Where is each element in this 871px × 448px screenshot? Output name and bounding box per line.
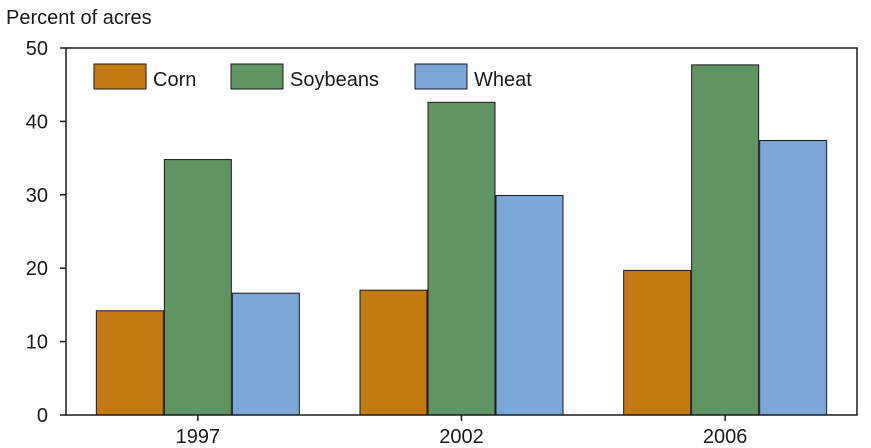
bar-corn-2002: [359, 289, 428, 416]
y-axis-ticks: 0 10 20 30 40 50: [26, 38, 66, 427]
legend-swatch-corn: [93, 63, 147, 90]
x-tick-label: 1997: [176, 426, 221, 448]
bar-wheat-2006: [759, 139, 828, 416]
legend: Corn Soybeans Wheat: [93, 63, 532, 91]
y-tick-label: 30: [26, 185, 48, 207]
x-tick-label: 2002: [439, 426, 484, 448]
y-tick-label: 10: [26, 332, 48, 354]
y-tick-label: 40: [26, 111, 48, 133]
bar-soybeans-1997: [163, 159, 232, 416]
y-tick-label: 0: [37, 405, 48, 427]
y-tick-label: 20: [26, 258, 48, 280]
bar-soybeans-2002: [427, 101, 496, 416]
x-axis-ticks: 1997 2002 2006: [176, 415, 748, 448]
bar-wheat-2002: [495, 195, 564, 416]
y-tick-label: 50: [26, 38, 48, 60]
bar-soybeans-2006: [691, 64, 760, 416]
bar-wheat-1997: [231, 292, 300, 416]
x-tick-label: 2006: [703, 426, 748, 448]
legend-label-wheat: Wheat: [474, 69, 532, 91]
legend-swatch-soybeans: [230, 63, 284, 90]
legend-label-soybeans: Soybeans: [290, 69, 379, 91]
legend-label-corn: Corn: [153, 69, 196, 91]
bar-group: [95, 64, 828, 416]
y-axis-title: Percent of acres: [6, 7, 152, 29]
bar-corn-2006: [623, 269, 692, 416]
legend-swatch-wheat: [414, 63, 468, 90]
bar-corn-1997: [95, 310, 164, 416]
